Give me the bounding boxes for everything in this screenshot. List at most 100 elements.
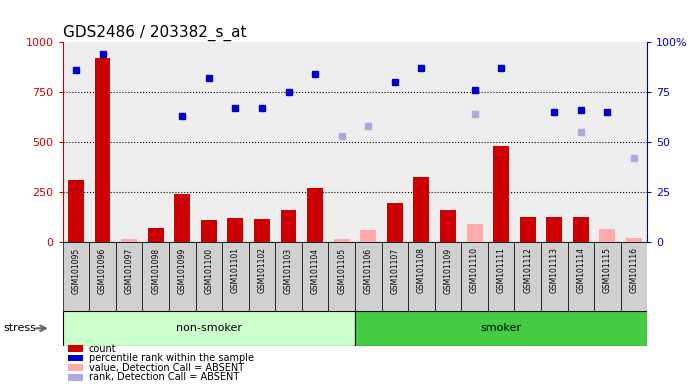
Bar [514,42,541,242]
Bar [381,42,408,242]
Bar [387,203,403,242]
Bar [355,42,381,242]
Bar [68,355,83,361]
Bar [541,42,567,242]
Bar [196,242,222,311]
Bar [435,42,461,242]
Bar [95,58,111,242]
Bar [89,42,116,242]
Bar [302,42,329,242]
Text: GSM101096: GSM101096 [98,247,107,294]
Bar [68,364,83,371]
Bar [333,239,349,242]
Bar [567,42,594,242]
Text: stress: stress [3,323,36,333]
Bar [254,219,270,242]
Text: GSM101111: GSM101111 [497,247,505,293]
Text: GSM101095: GSM101095 [72,247,81,294]
Bar [222,242,248,311]
Bar [594,42,621,242]
Text: GSM101110: GSM101110 [470,247,479,293]
Bar [329,242,355,311]
Bar [68,180,84,242]
Text: GSM101116: GSM101116 [629,247,638,293]
Bar [520,217,536,242]
Bar [169,242,196,311]
Bar [573,217,589,242]
Bar [440,210,456,242]
Bar [248,42,275,242]
Bar [381,242,408,311]
Bar [302,242,329,311]
Bar [408,242,435,311]
Text: percentile rank within the sample: percentile rank within the sample [89,353,254,363]
Bar [435,242,461,311]
Bar [621,242,647,311]
Text: smoker: smoker [481,323,521,333]
Bar [68,345,83,352]
Text: value, Detection Call = ABSENT: value, Detection Call = ABSENT [89,363,244,373]
Text: GSM101113: GSM101113 [550,247,559,293]
Bar [228,218,244,242]
Bar [488,42,514,242]
Bar [461,242,488,311]
Text: GSM101101: GSM101101 [231,247,240,293]
Bar [488,242,514,311]
Bar [466,224,482,242]
Text: GSM101100: GSM101100 [205,247,213,294]
Bar [413,177,429,242]
Text: GSM101106: GSM101106 [364,247,373,294]
Bar [461,42,488,242]
Bar [143,242,169,311]
Bar [599,229,615,242]
Text: GSM101114: GSM101114 [576,247,585,293]
Bar [567,242,594,311]
Text: GSM101098: GSM101098 [151,247,160,294]
Bar [169,42,196,242]
Bar [89,242,116,311]
Bar [63,42,89,242]
Bar [196,42,222,242]
Bar [626,238,642,242]
Text: GSM101107: GSM101107 [390,247,400,294]
Text: GSM101099: GSM101099 [177,247,187,294]
Bar [116,242,143,311]
Bar [68,374,83,381]
Bar [355,311,647,346]
Bar [329,42,355,242]
Bar [493,146,509,242]
Bar [275,42,302,242]
Bar [355,242,381,311]
Bar [541,242,567,311]
Text: GSM101104: GSM101104 [310,247,319,294]
Bar [275,242,302,311]
Bar [201,220,216,242]
Bar [514,242,541,311]
Text: rank, Detection Call = ABSENT: rank, Detection Call = ABSENT [89,372,239,382]
Text: GSM101109: GSM101109 [443,247,452,294]
Bar [361,230,377,242]
Bar [248,242,275,311]
Text: GSM101115: GSM101115 [603,247,612,293]
Bar [594,242,621,311]
Bar [143,42,169,242]
Bar [174,194,190,242]
Text: GSM101103: GSM101103 [284,247,293,294]
Bar [546,217,562,242]
Bar [621,42,647,242]
Text: GSM101112: GSM101112 [523,247,532,293]
Bar [63,242,89,311]
Text: GSM101105: GSM101105 [337,247,346,294]
Bar [121,239,137,242]
Text: GSM101097: GSM101097 [125,247,134,294]
Bar [307,188,323,242]
Text: GDS2486 / 203382_s_at: GDS2486 / 203382_s_at [63,25,246,41]
Bar [116,42,143,242]
Bar [280,210,296,242]
Bar [408,42,435,242]
Text: GSM101108: GSM101108 [417,247,426,293]
Text: count: count [89,344,116,354]
Bar [222,42,248,242]
Text: non-smoker: non-smoker [176,323,242,333]
Text: GSM101102: GSM101102 [258,247,267,293]
